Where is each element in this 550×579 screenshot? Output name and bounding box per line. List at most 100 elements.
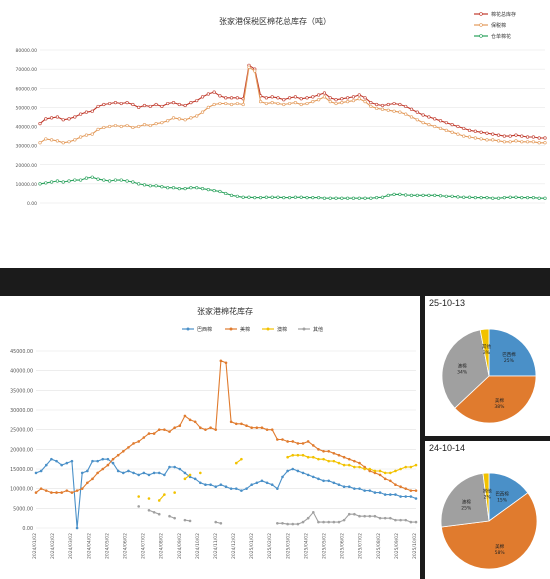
x-tick-label: 2025/04/02 xyxy=(303,533,309,559)
data-point xyxy=(347,457,351,461)
data-point xyxy=(195,99,199,103)
data-point xyxy=(229,487,233,490)
data-point xyxy=(433,193,437,197)
data-point xyxy=(111,457,115,461)
data-point xyxy=(438,119,443,123)
data-point xyxy=(332,451,336,455)
data-point xyxy=(44,137,48,141)
data-point xyxy=(171,116,176,120)
data-point xyxy=(84,176,89,180)
legend-label: 澳棉 xyxy=(277,326,287,333)
data-point xyxy=(116,453,120,457)
data-point xyxy=(363,465,366,469)
data-point xyxy=(183,187,187,191)
data-point xyxy=(479,130,483,134)
data-point xyxy=(282,102,286,107)
data-point xyxy=(270,483,274,487)
y-tick-label: 60000.00 xyxy=(16,86,38,92)
data-point xyxy=(224,101,228,106)
data-point xyxy=(212,102,216,107)
data-point xyxy=(229,193,234,197)
data-point xyxy=(148,123,152,128)
pie-slice xyxy=(440,472,490,528)
data-point xyxy=(543,196,547,200)
data-point xyxy=(101,457,105,461)
data-point xyxy=(296,469,300,473)
data-point xyxy=(317,196,321,200)
data-point xyxy=(86,469,89,473)
data-point xyxy=(409,107,414,111)
data-point xyxy=(368,514,372,518)
data-point xyxy=(327,479,331,483)
data-point xyxy=(50,138,54,142)
data-point xyxy=(96,459,99,463)
data-point xyxy=(44,463,48,467)
data-point xyxy=(86,481,89,485)
data-point xyxy=(137,495,141,498)
data-point xyxy=(485,138,489,142)
data-point xyxy=(444,128,448,132)
data-point xyxy=(131,125,135,130)
legend-label: 其他 xyxy=(313,326,323,333)
data-point xyxy=(264,195,268,199)
data-point xyxy=(392,192,396,196)
data-point xyxy=(389,493,392,496)
data-point xyxy=(311,475,315,479)
chart-title: 张家港棉花库存 xyxy=(197,306,253,316)
series-line xyxy=(287,454,417,474)
data-point xyxy=(171,100,176,105)
data-point xyxy=(281,475,284,479)
x-tick-label: 2025/09/02 xyxy=(394,533,400,559)
data-point xyxy=(386,108,390,112)
data-point xyxy=(462,126,466,131)
data-point xyxy=(193,477,197,481)
data-point xyxy=(462,195,466,199)
data-point xyxy=(317,477,320,481)
data-point xyxy=(291,467,295,471)
data-point xyxy=(409,489,413,492)
data-point xyxy=(224,191,228,196)
data-point xyxy=(491,132,495,136)
data-point xyxy=(287,101,292,106)
data-point xyxy=(317,457,320,461)
slice-value-label: 34% xyxy=(457,369,468,375)
data-point xyxy=(106,463,110,467)
data-point xyxy=(327,459,331,463)
x-tick-label: 2024/07/02 xyxy=(141,533,147,559)
data-point xyxy=(299,195,303,199)
data-point xyxy=(332,459,336,463)
data-point xyxy=(398,110,402,114)
data-point xyxy=(235,101,239,106)
data-point xyxy=(195,114,199,118)
data-point xyxy=(357,93,361,97)
data-point xyxy=(168,465,171,469)
x-tick-label: 2025/08/02 xyxy=(376,533,382,559)
data-point xyxy=(154,122,158,126)
data-point xyxy=(373,514,377,518)
data-point xyxy=(137,473,141,477)
data-point xyxy=(282,98,286,102)
data-point xyxy=(398,192,402,196)
data-point xyxy=(456,132,460,136)
y-tick-label: 40000.00 xyxy=(16,125,38,131)
data-point xyxy=(368,489,372,492)
bottom-chart: 张家港棉花库存 巴西棉 美棉 澳棉 其他 0.00 5000.00 10000.00 150… xyxy=(10,306,418,559)
data-point xyxy=(67,179,71,183)
data-point xyxy=(508,195,512,199)
data-point xyxy=(514,139,518,143)
data-point xyxy=(363,467,366,471)
data-point xyxy=(241,102,245,107)
data-point xyxy=(332,520,336,524)
data-point xyxy=(485,196,489,200)
data-point xyxy=(389,479,392,483)
data-point xyxy=(375,196,379,200)
data-point xyxy=(90,132,94,136)
data-point xyxy=(358,487,361,490)
data-point xyxy=(80,487,84,490)
data-point xyxy=(219,359,223,363)
data-point xyxy=(386,102,390,107)
data-point xyxy=(79,135,83,139)
data-point xyxy=(173,516,176,520)
data-point xyxy=(148,104,152,109)
